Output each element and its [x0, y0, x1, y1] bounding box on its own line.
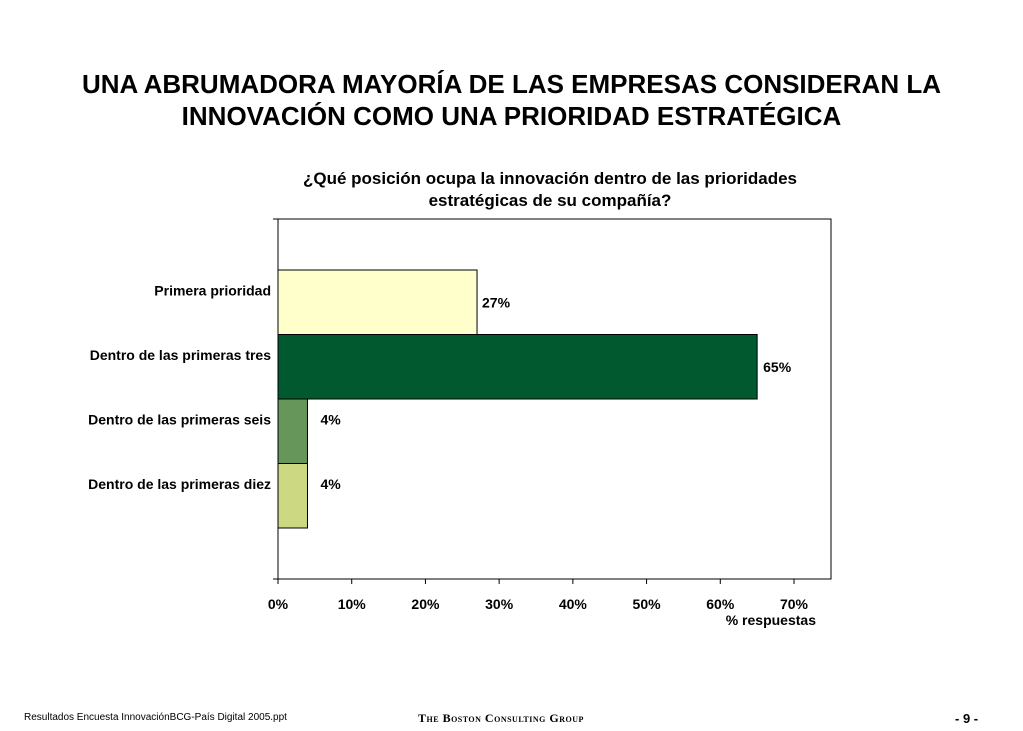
category-label: Dentro de las primeras tres — [90, 347, 272, 363]
chart-title-line-1: ¿Qué posición ocupa la innovación dentro… — [302, 169, 798, 188]
x-tick-label: 70% — [780, 596, 809, 612]
x-tick-label: 20% — [411, 596, 440, 612]
bar-2 — [277, 334, 758, 400]
bar-1 — [277, 269, 478, 335]
chart-title: ¿Qué posición ocupa la innovación dentro… — [230, 168, 870, 212]
slide-title: UNA ABRUMADORA MAYORÍA DE LAS EMPRESAS C… — [0, 68, 1023, 132]
data-label: 27% — [482, 294, 511, 310]
x-tick-label: 50% — [633, 596, 662, 612]
data-label: 4% — [320, 476, 341, 492]
slide-title-line-2: INNOVACIÓN COMO UNA PRIORIDAD ESTRATÉGIC… — [181, 101, 842, 131]
slide-title-line-1: UNA ABRUMADORA MAYORÍA DE LAS EMPRESAS C… — [81, 69, 941, 99]
x-tick-label: 40% — [559, 596, 588, 612]
x-tick-label: 0% — [268, 596, 289, 612]
x-tick-label: 60% — [706, 596, 735, 612]
x-tick-label: 30% — [485, 596, 514, 612]
x-tick-label: 10% — [338, 596, 367, 612]
x-axis-label: % respuestas — [726, 612, 816, 628]
category-label: Dentro de las primeras seis — [88, 411, 271, 427]
data-label: 65% — [763, 359, 792, 375]
category-label: Primera prioridad — [154, 282, 271, 298]
bar-4 — [277, 463, 308, 529]
category-label: Dentro de las primeras diez — [88, 476, 271, 492]
page-number: - 9 - — [955, 711, 979, 726]
chart-title-line-2: estratégicas de su compañía? — [428, 191, 672, 210]
company-brand: The Boston Consulting Group — [418, 711, 584, 725]
source-file-label: Resultados Encuesta InnovaciónBCG-País D… — [24, 712, 287, 723]
bar-3 — [277, 398, 308, 464]
data-label: 4% — [320, 411, 341, 427]
